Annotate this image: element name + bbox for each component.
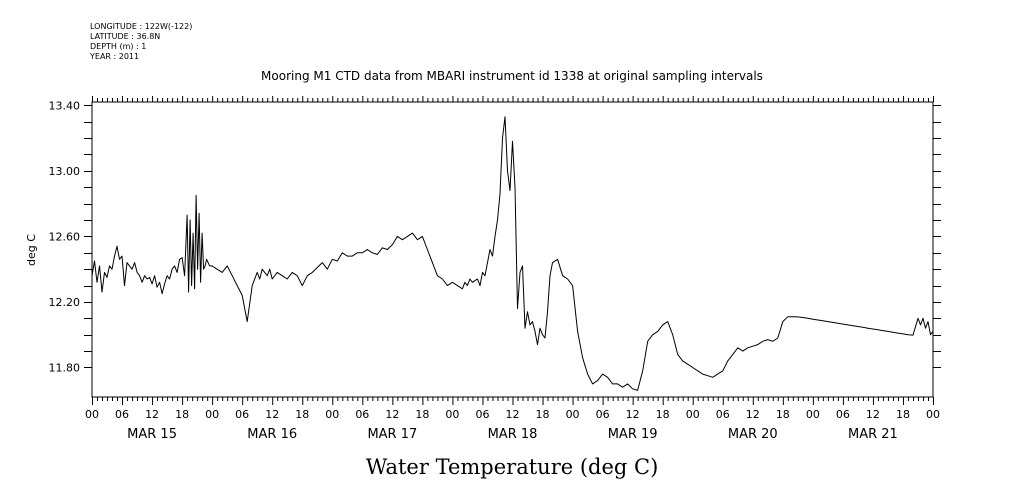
latitude-line: LATITUDE : 36.8N <box>90 32 161 41</box>
y-tick-label: 12.60 <box>49 230 81 243</box>
x-tick-label: 18 <box>536 408 550 421</box>
x-tick-label: 18 <box>656 408 670 421</box>
y-axis-label: deg C <box>25 234 38 266</box>
x-tick-label: 06 <box>115 408 129 421</box>
y-tick-label: 11.80 <box>49 362 81 375</box>
x-tick-labels: 00 06 12 18 00 06 12 18 00 06 12 18 00 06 12 18 00 06 12 18… <box>85 408 940 421</box>
x-tick-label: 18 <box>295 408 309 421</box>
day-label: MAR 21 <box>848 427 898 442</box>
x-tick-label: 06 <box>716 408 730 421</box>
x-tick-label: 12 <box>506 408 520 421</box>
x-tick-label: 06 <box>355 408 369 421</box>
x-tick-label: 12 <box>265 408 279 421</box>
metadata-block: LONGITUDE : 122W(-122) LATITUDE : 36.8N … <box>90 22 192 62</box>
x-tick-label: 00 <box>85 408 99 421</box>
x-tick-label: 12 <box>385 408 399 421</box>
x-tick-label: 12 <box>866 408 880 421</box>
x-tick-label: 12 <box>626 408 640 421</box>
y-tick-label: 13.00 <box>49 165 81 178</box>
longitude-line: LONGITUDE : 122W(-122) <box>90 22 193 31</box>
y-tick-label: 12.20 <box>49 296 81 309</box>
x-tick-label: 00 <box>926 408 940 421</box>
series-line <box>91 116 934 391</box>
x-tick-label: 06 <box>235 408 249 421</box>
x-tick-label: 06 <box>836 408 850 421</box>
day-labels: MAR 15 MAR 16 MAR 17 MAR 18 MAR 19 MAR 20 MAR … <box>127 427 898 442</box>
chart-title: Mooring M1 CTD data from MBARI instrumen… <box>261 69 763 83</box>
y-tick-labels: 11.80 12.20 12.60 13.00 13.40 <box>49 99 81 374</box>
day-label: MAR 16 <box>247 427 297 442</box>
day-label: MAR 20 <box>728 427 778 442</box>
x-tick-label: 00 <box>205 408 219 421</box>
x-tick-label: 00 <box>806 408 820 421</box>
y-tick-label: 13.40 <box>49 99 81 112</box>
axis-ticks <box>84 96 941 405</box>
year-line: YEAR : 2011 <box>90 52 140 61</box>
day-label: MAR 17 <box>367 427 417 442</box>
x-tick-label: 06 <box>475 408 489 421</box>
day-label: MAR 19 <box>608 427 658 442</box>
x-tick-label: 00 <box>686 408 700 421</box>
x-tick-label: 18 <box>776 408 790 421</box>
x-tick-label: 18 <box>175 408 189 421</box>
x-tick-label: 12 <box>746 408 760 421</box>
x-tick-label: 18 <box>415 408 429 421</box>
x-tick-label: 00 <box>566 408 580 421</box>
x-tick-label: 06 <box>596 408 610 421</box>
depth-line: DEPTH (m) : 1 <box>90 42 147 51</box>
x-tick-label: 00 <box>445 408 459 421</box>
x-tick-label: 18 <box>896 408 910 421</box>
x-tick-label: 00 <box>325 408 339 421</box>
x-tick-label: 12 <box>145 408 159 421</box>
x-axis-label: Water Temperature (deg C) <box>366 455 659 479</box>
day-label: MAR 15 <box>127 427 177 442</box>
day-label: MAR 18 <box>488 427 538 442</box>
